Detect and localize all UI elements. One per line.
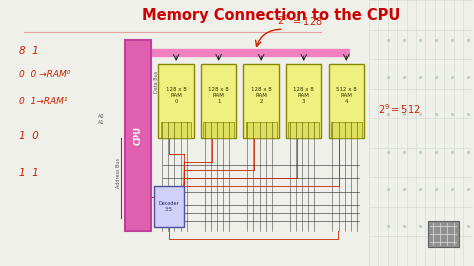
Bar [154,186,184,227]
Text: 128 x 8
RAM
1: 128 x 8 RAM 1 [208,88,229,104]
Text: 1  0: 1 0 [19,131,39,141]
Text: 128 x 8
RAM
2: 128 x 8 RAM 2 [251,88,272,104]
Text: CPU: CPU [134,126,143,145]
Bar [428,221,458,247]
Bar [246,122,276,138]
Bar [328,64,364,138]
Text: A0
A1: A0 A1 [99,114,105,125]
Text: 512 x 8
RAM
4: 512 x 8 RAM 4 [336,88,356,104]
Text: Data Bus: Data Bus [154,71,159,93]
Text: 0  0 →RAM⁰: 0 0 →RAM⁰ [19,70,70,79]
Text: 128 x 8
RAM
0: 128 x 8 RAM 0 [166,88,186,104]
Text: Address Bus: Address Bus [116,158,121,188]
Bar [244,64,279,138]
Text: 0  1→RAM¹: 0 1→RAM¹ [19,97,67,106]
Bar [158,64,194,138]
Text: Decoder
3:5: Decoder 3:5 [159,201,179,212]
Bar [125,40,151,231]
Bar [161,122,191,138]
Text: 8  1: 8 1 [19,45,39,56]
Text: Memory Connection to the CPU: Memory Connection to the CPU [142,8,400,23]
Bar [203,122,234,138]
Text: $= 128$: $= 128$ [291,15,323,27]
Bar [288,122,319,138]
Text: $2^9 = 512$: $2^9 = 512$ [378,103,421,117]
Text: 128 x 8
RAM
3: 128 x 8 RAM 3 [293,88,314,104]
Bar [331,122,362,138]
Bar [201,64,237,138]
Bar [286,64,321,138]
Text: $2^7$: $2^7$ [276,14,289,27]
Text: 1  1: 1 1 [19,168,39,178]
